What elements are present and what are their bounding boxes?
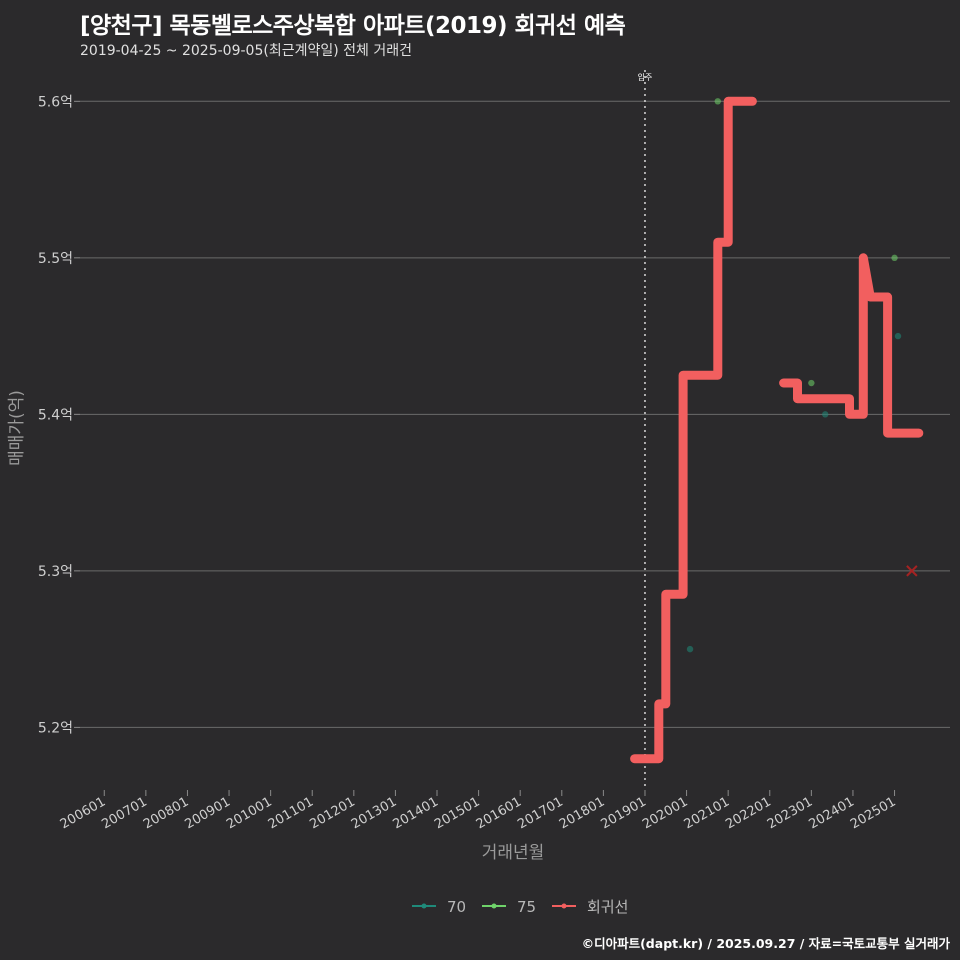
data-point-70 xyxy=(894,332,902,340)
x-tick-label: 201401 xyxy=(391,794,441,832)
x-tick-label: 202501 xyxy=(848,794,898,832)
x-tick-label: 201201 xyxy=(307,794,357,832)
y-tick-label: 5.2억 xyxy=(38,720,73,736)
x-tick-label: 201601 xyxy=(474,794,524,832)
data-point-75 xyxy=(808,379,815,387)
x-tick-label: 202401 xyxy=(806,794,856,832)
y-tick-label: 5.5억 xyxy=(38,251,73,267)
x-tick-label: 202001 xyxy=(640,794,690,832)
y-tick-label: 5.3억 xyxy=(38,564,73,580)
x-tick-label: 200601 xyxy=(58,794,108,832)
predicted-cross-marker xyxy=(906,565,918,577)
chart-title: [양천구] 목동벨로스주상복합 아파트(2019) 회귀선 예측 xyxy=(80,13,626,39)
x-tick-label: 201301 xyxy=(349,794,399,832)
x-tick-label: 200701 xyxy=(99,794,149,832)
y-tick-label: 5.6억 xyxy=(38,94,73,110)
regression-line-segment xyxy=(630,96,757,764)
y-tick-label: 5.4억 xyxy=(38,407,73,423)
move-in-marker: 입주 xyxy=(638,70,653,790)
x-tick-label: 201801 xyxy=(557,794,607,832)
x-tick-label: 200801 xyxy=(141,794,191,832)
data-point-70 xyxy=(686,645,694,653)
legend-key-point xyxy=(421,903,427,909)
data-point-75 xyxy=(891,254,898,262)
move-in-label: 입주 xyxy=(638,73,653,82)
x-tick-label: 201001 xyxy=(224,794,274,832)
x-tick-label: 201101 xyxy=(266,794,316,832)
source-caption: ©디아파트(dapt.kr) / 2025.09.27 / 자료=국토교통부 실… xyxy=(581,936,950,951)
x-tick-label: 201901 xyxy=(598,794,648,832)
x-tick-label: 202301 xyxy=(765,794,815,832)
axis-layer: 매매가(억) 거래년월 5.2억5.3억5.4억5.5억5.6억20060120… xyxy=(7,94,899,863)
x-tick-label: 202101 xyxy=(682,794,732,832)
chart-subtitle: 2019-04-25 ~ 2025-09-05(최근계약일) 전체 거래건 xyxy=(80,43,412,59)
x-axis-title: 거래년월 xyxy=(482,843,545,863)
legend-label: 75 xyxy=(517,898,536,916)
regression-line-segment xyxy=(779,253,924,438)
data-point-70 xyxy=(822,411,829,418)
regression-line-layer xyxy=(630,96,924,764)
x-tick-label: 200901 xyxy=(183,794,233,832)
legend-key-point xyxy=(491,903,497,909)
x-tick-label: 201501 xyxy=(432,794,482,832)
scatter-point-layer xyxy=(686,98,918,653)
data-point-75 xyxy=(714,98,721,105)
y-axis-title: 매매가(억) xyxy=(7,390,27,466)
grid-layer xyxy=(80,100,950,728)
legend-key-point xyxy=(561,903,567,909)
x-tick-label: 201701 xyxy=(515,794,565,832)
legend-label: 70 xyxy=(447,898,466,916)
legend: 70 75 회귀선 xyxy=(412,898,628,916)
x-tick-label: 202201 xyxy=(723,794,773,832)
legend-label: 회귀선 xyxy=(587,898,628,916)
